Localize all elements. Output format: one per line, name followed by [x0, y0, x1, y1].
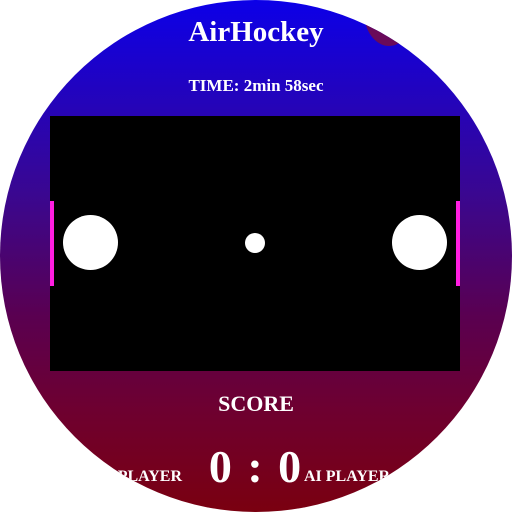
ai-goal: [456, 201, 460, 286]
player-goal: [50, 201, 54, 286]
puck: [245, 233, 265, 253]
score-value: 0 : 0: [208, 441, 304, 492]
player-mallet[interactable]: [63, 215, 118, 270]
app-title: AirHockey: [188, 16, 324, 48]
ai-player-label: AI PLAYER: [304, 468, 391, 485]
score-label: SCORE: [218, 391, 294, 416]
hockey-rink[interactable]: [50, 116, 460, 371]
score-row: PLAYER 0 : 0 AI PLAYER: [0, 440, 512, 500]
ai-mallet: [392, 215, 447, 270]
player-label: PLAYER: [117, 468, 182, 485]
timer-text: TIME: 2min 58sec: [188, 76, 324, 95]
